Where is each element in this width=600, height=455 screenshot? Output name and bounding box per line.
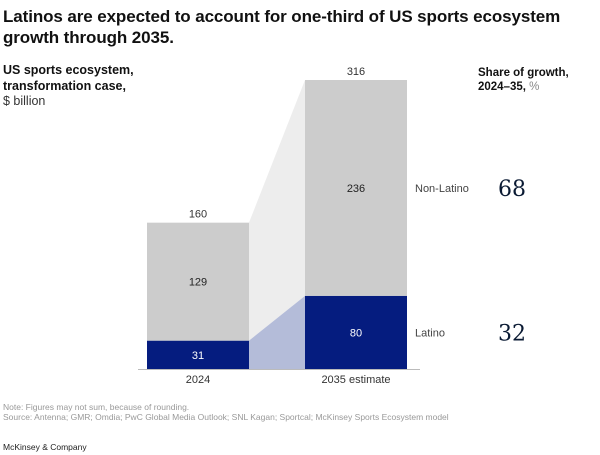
brand-logo-text: McKinsey & Company — [3, 442, 87, 452]
y-axis-header: US sports ecosystem, transformation case… — [3, 63, 134, 110]
share-value-latino: 32 — [498, 321, 526, 346]
share-header: Share of growth, 2024–35, % — [478, 66, 569, 94]
data-label-latino-1: 80 — [350, 327, 362, 339]
share-header-line1: Share of growth, — [478, 67, 569, 79]
data-label-total-1: 316 — [347, 66, 365, 78]
data-label-non-latino-0: 129 — [189, 277, 207, 289]
legend-latino: Latino — [415, 327, 445, 339]
data-label-non-latino-1: 236 — [347, 183, 365, 195]
share-header-line2: 2024–35, — [478, 81, 526, 93]
y-header-line1: US sports ecosystem, — [3, 63, 134, 77]
data-label-total-0: 160 — [189, 209, 207, 221]
bar-non-latino-0 — [147, 222, 249, 341]
y-header-unit: $ billion — [3, 94, 46, 108]
share-header-unit: % — [525, 81, 540, 93]
x-tick-label-0: 2024 — [186, 374, 210, 386]
note-text: Note: Figures may not sum, because of ro… — [3, 402, 190, 412]
legend-non-latino: Non-Latino — [415, 183, 469, 195]
connector-non-latino — [249, 80, 305, 341]
chart-title: Latinos are expected to account for one-… — [3, 7, 561, 47]
source-text: Source: Antenna; GMR; Omdia; PwC Global … — [3, 412, 449, 422]
bar-latino-0 — [147, 340, 249, 369]
footnotes: Note: Figures may not sum, because of ro… — [3, 402, 449, 422]
bar-latino-1 — [305, 295, 407, 369]
connector-latino — [249, 295, 305, 369]
share-value-non-latino: 68 — [498, 177, 526, 202]
bar-non-latino-1 — [305, 80, 407, 296]
data-label-latino-0: 31 — [192, 350, 204, 362]
y-header-line2: transformation case, — [3, 78, 126, 93]
x-tick-label-1: 2035 estimate — [321, 374, 390, 386]
